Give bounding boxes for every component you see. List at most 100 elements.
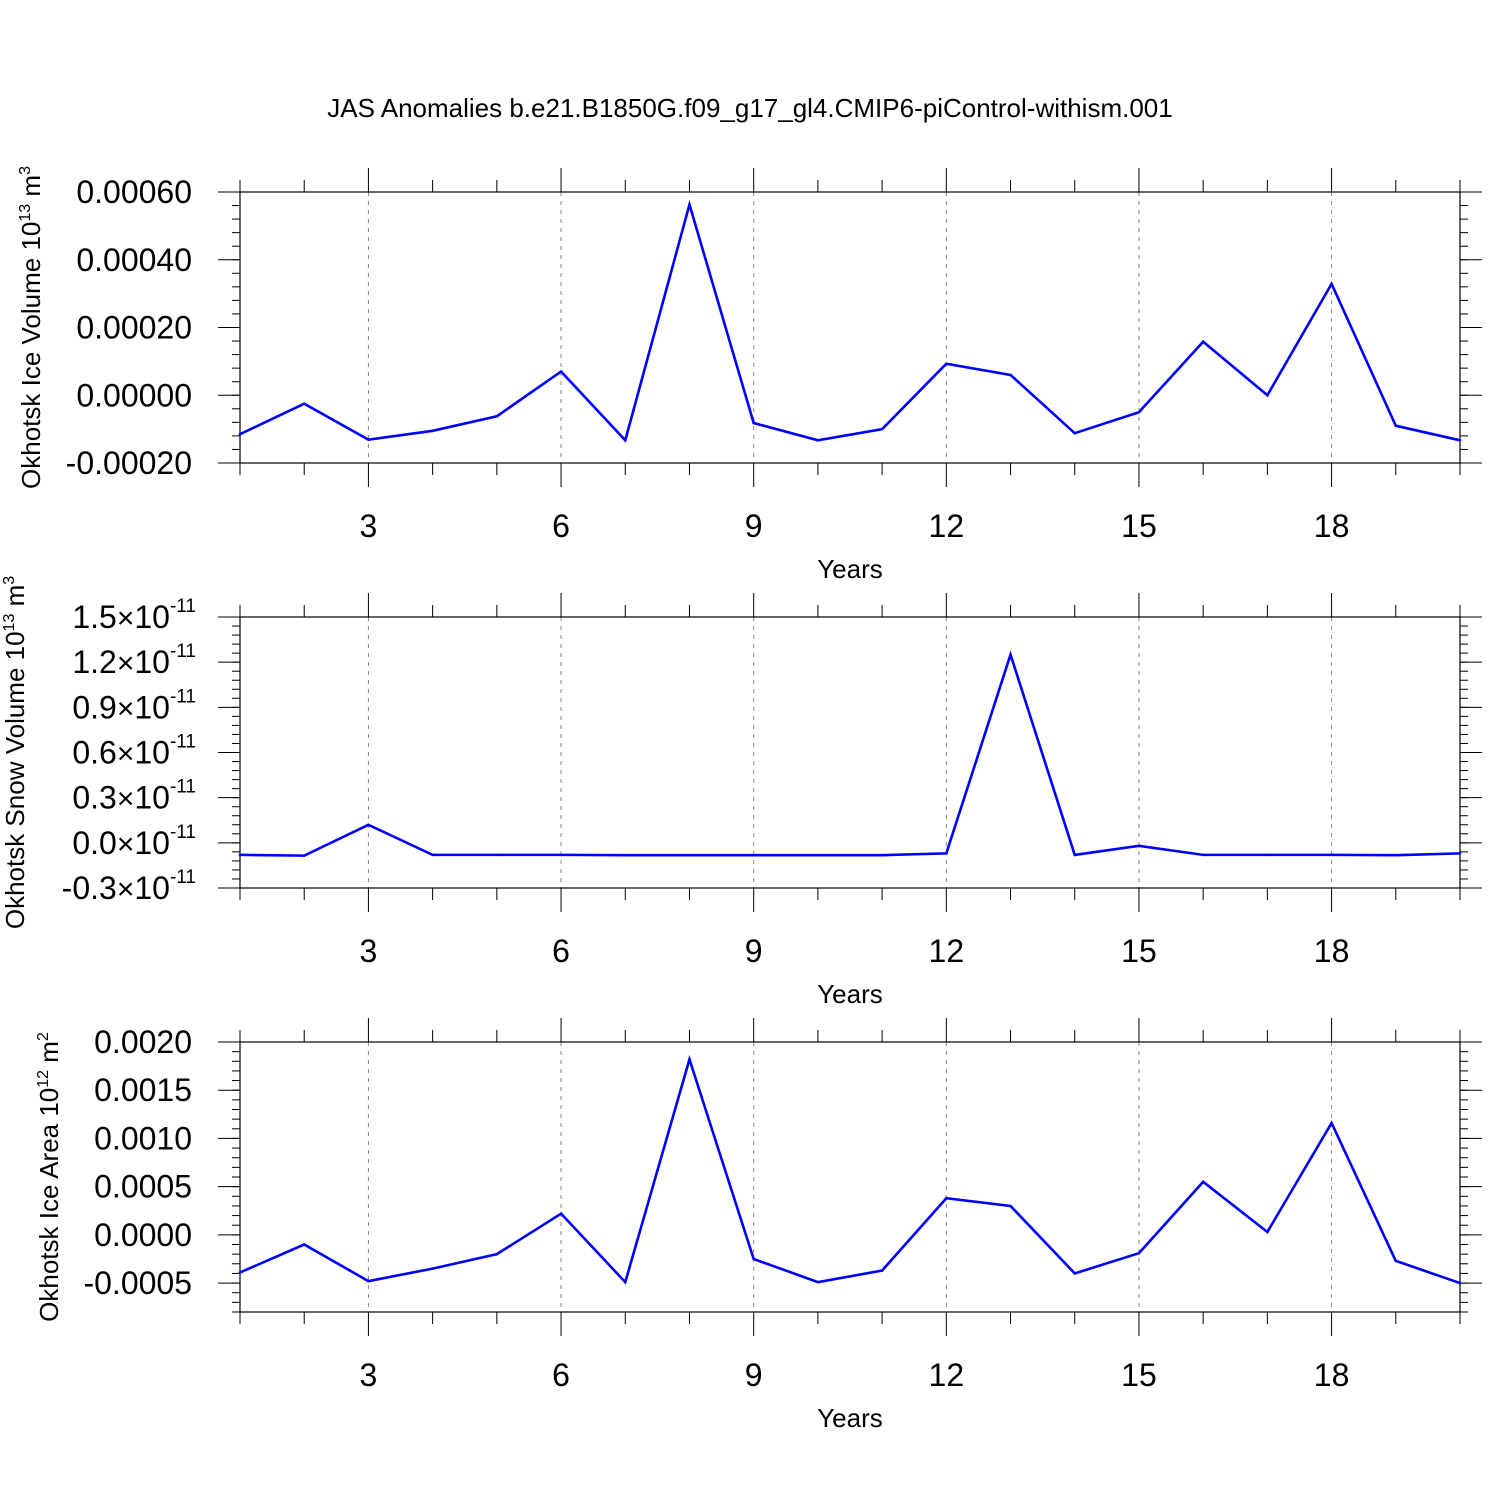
data-point xyxy=(1073,1272,1077,1275)
x-tick-label: 15 xyxy=(1121,1357,1157,1393)
series-line xyxy=(239,650,1461,857)
data-point xyxy=(1137,410,1141,414)
data-point xyxy=(495,853,499,857)
data-point xyxy=(623,853,627,857)
x-tick-label: 12 xyxy=(929,508,965,544)
data-point xyxy=(1458,1281,1462,1285)
data-point xyxy=(1266,853,1269,857)
data-point xyxy=(1330,853,1333,857)
x-tick-label: 18 xyxy=(1314,933,1350,969)
data-point xyxy=(495,1252,499,1256)
data-point xyxy=(1394,424,1398,428)
plot-frame xyxy=(239,616,1461,889)
data-point xyxy=(623,439,627,442)
data-point xyxy=(302,402,306,406)
data-point xyxy=(367,438,370,441)
data-point xyxy=(431,853,434,857)
data-point xyxy=(495,414,499,418)
x-tick-label: 15 xyxy=(1121,508,1157,544)
y-axis-label: Okhotsk Snow Volume 1013 m3 xyxy=(0,576,30,929)
data-point xyxy=(1073,853,1077,857)
data-point xyxy=(559,1212,563,1215)
data-point xyxy=(367,1279,370,1283)
panel-snow-volume: 3 6 9 12 15 18 Years -0.3×10-11 0.0×10-11 0.3×10-… xyxy=(0,576,1482,1009)
x-tick-label: 9 xyxy=(745,1357,763,1393)
x-tick-label: 12 xyxy=(929,933,965,969)
data-point xyxy=(752,421,755,425)
data-point xyxy=(302,854,306,857)
x-tick-label: 9 xyxy=(745,508,763,544)
data-point xyxy=(1009,1204,1012,1208)
y-tick-label: 0.00060 xyxy=(76,174,192,210)
y-tick-label: -0.0005 xyxy=(83,1265,192,1301)
data-point xyxy=(302,1243,306,1246)
y-tick-label: 1.2×10-11 xyxy=(72,641,196,680)
x-axis-label: Years xyxy=(817,979,883,1009)
x-tick-label: 6 xyxy=(552,933,570,969)
series-line xyxy=(239,199,1461,443)
data-point xyxy=(238,1271,242,1274)
data-point xyxy=(367,823,370,827)
y-tick-label: 0.00000 xyxy=(76,377,192,413)
data-point xyxy=(945,1196,948,1200)
panel-ice-volume: 3 6 9 12 15 18 Years -0.00020 0.00000 0.00020 0.00… xyxy=(16,166,1482,584)
y-tick-label: -0.3×10-11 xyxy=(62,867,196,906)
data-point xyxy=(431,429,434,433)
y-tick-label: 0.00040 xyxy=(76,242,192,278)
data-point xyxy=(816,439,820,442)
plot-frame xyxy=(239,191,1461,464)
data-point xyxy=(1009,653,1012,656)
data-point xyxy=(1330,1121,1333,1125)
y-tick-label: 1.5×10-11 xyxy=(72,596,196,635)
x-tick-label: 18 xyxy=(1314,1357,1350,1393)
data-point xyxy=(880,427,884,431)
data-point xyxy=(623,1280,627,1284)
data-point xyxy=(559,853,563,857)
data-point xyxy=(1201,853,1205,857)
data-point xyxy=(688,203,691,206)
y-tick-label: 0.0000 xyxy=(94,1217,192,1253)
y-tick-label: 0.00020 xyxy=(76,310,192,346)
data-point xyxy=(1137,1251,1141,1255)
data-point xyxy=(1201,340,1205,344)
data-point xyxy=(880,853,884,857)
data-point xyxy=(238,432,242,436)
x-axis-label: Years xyxy=(817,554,883,584)
y-tick-label: 0.3×10-11 xyxy=(72,777,196,816)
series-line xyxy=(239,1054,1461,1285)
panel-ice-area: 3 6 9 12 15 18 Years -0.0005 0.0000 0.0005 0.0010 0… xyxy=(34,1018,1482,1433)
y-tick-label: 0.0010 xyxy=(94,1120,192,1156)
data-point xyxy=(880,1269,884,1272)
x-tick-label: 3 xyxy=(360,1357,378,1393)
data-point xyxy=(1073,431,1077,435)
data-point xyxy=(1394,1259,1398,1263)
data-point xyxy=(688,1058,691,1061)
data-point xyxy=(816,1280,820,1284)
data-point xyxy=(1458,852,1462,855)
data-point xyxy=(1266,1230,1269,1234)
y-axis-label: Okhotsk Ice Volume 1013 m3 xyxy=(16,166,46,489)
data-point xyxy=(1266,393,1269,397)
x-tick-label: 18 xyxy=(1314,508,1350,544)
data-point xyxy=(1009,373,1012,377)
y-tick-label: 0.9×10-11 xyxy=(72,686,196,725)
x-tick-label: 6 xyxy=(552,508,570,544)
data-point xyxy=(559,370,563,373)
y-tick-label: 0.0020 xyxy=(94,1024,192,1060)
data-point xyxy=(945,362,948,366)
figure-title: JAS Anomalies b.e21.B1850G.f09_g17_gl4.C… xyxy=(327,93,1172,123)
y-tick-label: 0.0015 xyxy=(94,1072,192,1108)
y-tick-label: -0.00020 xyxy=(66,445,192,481)
x-tick-label: 3 xyxy=(360,508,378,544)
x-tick-label: 9 xyxy=(745,933,763,969)
x-tick-label: 3 xyxy=(360,933,378,969)
data-point xyxy=(1137,844,1141,848)
data-point xyxy=(238,853,242,857)
data-point xyxy=(752,1257,755,1261)
y-tick-label: 0.0005 xyxy=(94,1169,192,1205)
x-axis-label: Years xyxy=(817,1403,883,1433)
x-tick-label: 6 xyxy=(552,1357,570,1393)
x-tick-label: 15 xyxy=(1121,933,1157,969)
data-point xyxy=(431,1267,434,1270)
